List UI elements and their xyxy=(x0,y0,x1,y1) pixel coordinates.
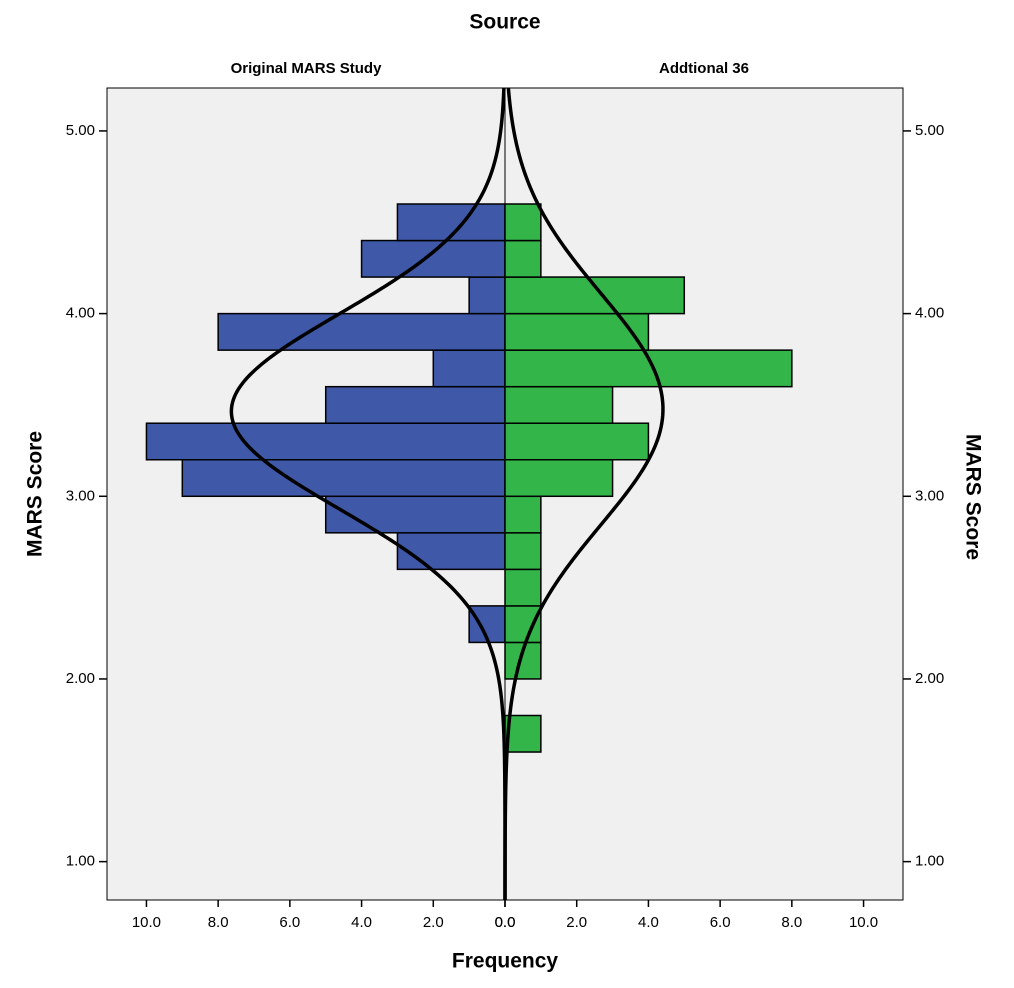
y-tick-label: 2.00 xyxy=(66,670,95,687)
y2-tick-label: 2.00 xyxy=(915,670,944,687)
y-tick-label: 5.00 xyxy=(66,122,95,139)
panel-label: Original MARS Study xyxy=(231,60,383,77)
x-tick-label: 8.0 xyxy=(781,914,802,931)
x-tick-label: 2.0 xyxy=(423,914,444,931)
bar xyxy=(504,203,542,242)
bar xyxy=(396,532,506,571)
bar xyxy=(145,422,506,461)
bar xyxy=(504,312,650,351)
normal-curve xyxy=(229,87,507,900)
bar xyxy=(504,605,542,644)
bar xyxy=(324,495,506,534)
x-tick-label: 2.0 xyxy=(566,914,587,931)
y-axis-title: MARS Score xyxy=(24,431,47,557)
y2-tick-label: 1.00 xyxy=(915,853,944,870)
bar xyxy=(324,385,506,424)
bar xyxy=(504,568,542,607)
y-tick-label: 4.00 xyxy=(66,305,95,322)
normal-curve xyxy=(503,87,665,900)
y-tick-label: 3.00 xyxy=(66,487,95,504)
bar xyxy=(504,422,650,461)
y2-axis-title: MARS Score xyxy=(961,434,984,560)
y-tick-label: 1.00 xyxy=(66,853,95,870)
bar xyxy=(504,385,614,424)
panel-label: Addtional 36 xyxy=(659,60,749,77)
bar xyxy=(217,312,506,351)
bar xyxy=(181,458,506,498)
bar xyxy=(504,276,686,315)
y2-tick-label: 5.00 xyxy=(915,122,944,139)
x-tick-label: 4.0 xyxy=(638,914,659,931)
x-axis-title: Frequency xyxy=(452,950,559,973)
bar xyxy=(504,532,542,571)
chart-title: Source xyxy=(469,11,540,34)
x-tick-label: 6.0 xyxy=(279,914,300,931)
y2-tick-label: 3.00 xyxy=(915,487,944,504)
x-tick-label: 0.0 xyxy=(495,914,516,931)
x-tick-label: 10.0 xyxy=(132,914,161,931)
x-tick-label: 4.0 xyxy=(351,914,372,931)
bar xyxy=(504,458,614,498)
bar xyxy=(360,239,506,278)
x-tick-label: 0.0 xyxy=(495,914,516,931)
bar xyxy=(468,276,506,315)
bar xyxy=(504,239,542,278)
y2-tick-label: 4.00 xyxy=(915,305,944,322)
x-tick-label: 6.0 xyxy=(710,914,731,931)
x-tick-label: 8.0 xyxy=(208,914,229,931)
x-tick-label: 10.0 xyxy=(849,914,878,931)
bar xyxy=(504,714,542,753)
bar xyxy=(504,495,542,534)
bar xyxy=(432,349,506,388)
